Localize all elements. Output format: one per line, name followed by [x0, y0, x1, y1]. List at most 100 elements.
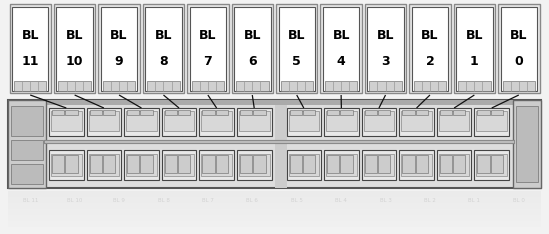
Bar — [203, 110, 215, 115]
Bar — [8, 203, 541, 209]
Bar — [8, 191, 541, 197]
Bar — [440, 110, 452, 115]
Bar — [340, 155, 352, 173]
Text: BL: BL — [510, 29, 528, 42]
Bar — [402, 110, 414, 115]
Text: 8: 8 — [159, 55, 168, 68]
Bar — [289, 154, 319, 176]
Bar — [340, 110, 352, 115]
Bar — [216, 110, 228, 115]
Bar — [287, 108, 321, 136]
Bar — [189, 7, 226, 91]
Bar — [378, 110, 390, 115]
Bar — [58, 80, 91, 91]
Bar — [8, 215, 541, 221]
Bar — [143, 4, 184, 93]
Bar — [440, 155, 452, 173]
Bar — [8, 197, 541, 203]
Bar — [124, 108, 159, 136]
Bar — [124, 150, 159, 180]
Bar — [367, 7, 404, 91]
Bar — [323, 7, 360, 91]
Bar — [369, 80, 402, 91]
Bar — [240, 110, 252, 115]
Bar — [365, 155, 377, 173]
Bar — [201, 111, 232, 131]
Bar — [362, 150, 396, 180]
Text: BL 3: BL 3 — [379, 198, 391, 204]
Bar — [289, 155, 302, 173]
Text: 2: 2 — [425, 55, 434, 68]
Bar — [365, 4, 406, 93]
Bar — [513, 100, 541, 188]
Bar — [145, 7, 182, 91]
Bar — [199, 150, 234, 180]
Bar — [234, 7, 271, 91]
Text: BL: BL — [199, 29, 217, 42]
Text: BL 8: BL 8 — [158, 198, 170, 204]
Text: 6: 6 — [248, 55, 256, 68]
Bar — [147, 80, 180, 91]
Bar — [127, 155, 139, 173]
Text: BL 0: BL 0 — [513, 198, 525, 204]
Bar — [216, 155, 228, 173]
Bar — [239, 154, 270, 176]
Bar — [49, 150, 83, 180]
Bar — [325, 80, 357, 91]
Bar — [478, 110, 490, 115]
Text: 7: 7 — [204, 55, 212, 68]
Bar — [192, 80, 224, 91]
Bar — [126, 154, 157, 176]
Bar — [162, 108, 197, 136]
Bar — [327, 110, 339, 115]
Text: 1: 1 — [470, 55, 479, 68]
Bar — [89, 155, 102, 173]
Bar — [326, 111, 357, 131]
Bar — [127, 110, 139, 115]
Bar — [237, 150, 272, 180]
Bar — [232, 4, 273, 93]
Bar — [8, 209, 541, 215]
Bar — [236, 80, 268, 91]
Bar — [324, 108, 358, 136]
Bar — [491, 155, 503, 173]
Text: BL 10: BL 10 — [67, 198, 82, 204]
Bar — [14, 80, 47, 91]
Bar — [199, 108, 234, 136]
Text: BL 9: BL 9 — [113, 198, 125, 204]
Text: BL 5: BL 5 — [291, 198, 302, 204]
Bar — [416, 155, 428, 173]
Bar — [281, 80, 313, 91]
Bar — [456, 7, 492, 91]
Bar — [414, 80, 446, 91]
Bar — [237, 108, 272, 136]
Bar — [141, 110, 153, 115]
Bar — [289, 111, 319, 131]
Bar — [51, 111, 82, 131]
Bar — [409, 4, 451, 93]
Text: BL: BL — [421, 29, 439, 42]
Bar — [52, 110, 64, 115]
Bar — [8, 221, 541, 227]
Text: 9: 9 — [115, 55, 124, 68]
Bar — [324, 150, 358, 180]
Bar — [437, 108, 472, 136]
Bar — [399, 108, 434, 136]
Bar — [87, 150, 121, 180]
Text: BL 11: BL 11 — [23, 198, 38, 204]
Text: BL 6: BL 6 — [247, 198, 258, 204]
Bar — [164, 154, 194, 176]
Bar — [363, 111, 394, 131]
Bar — [11, 140, 43, 160]
Bar — [65, 155, 77, 173]
Text: BL 4: BL 4 — [335, 198, 347, 204]
Bar — [98, 4, 140, 93]
Bar — [65, 110, 77, 115]
Bar — [439, 111, 469, 131]
Bar — [178, 110, 191, 115]
Bar — [474, 108, 509, 136]
Text: 4: 4 — [337, 55, 345, 68]
Bar — [363, 154, 394, 176]
Bar — [402, 155, 414, 173]
Bar — [164, 111, 194, 131]
